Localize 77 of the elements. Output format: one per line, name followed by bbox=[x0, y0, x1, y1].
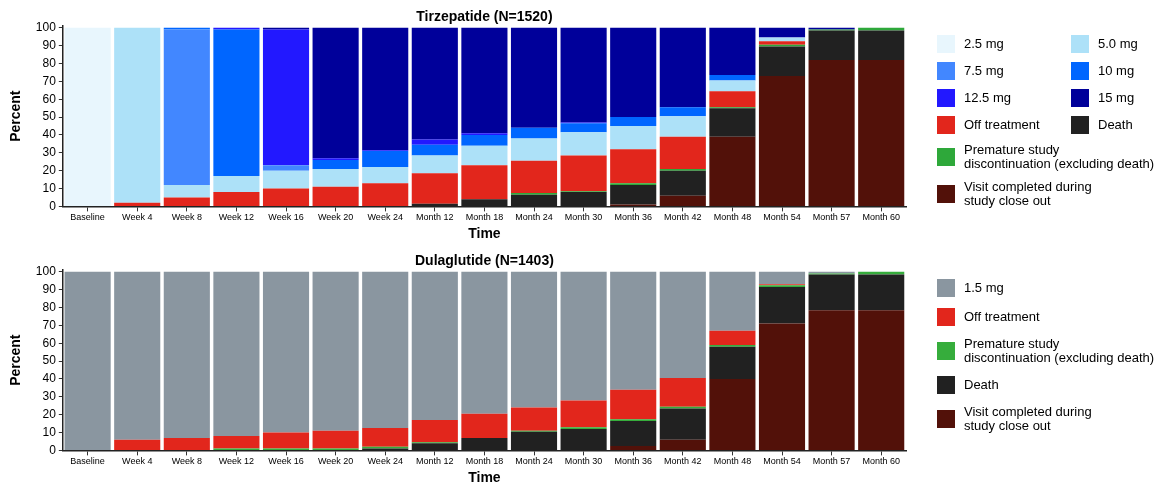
legend-label: 5.0 mg bbox=[1098, 36, 1138, 51]
legend-label: 10 mg bbox=[1098, 63, 1135, 78]
y-tick-label: 30 bbox=[42, 145, 57, 160]
y-tick-label: 20 bbox=[42, 406, 57, 421]
legend-label: Off treatment bbox=[964, 117, 1040, 132]
x-tick-label: Month 24 bbox=[515, 212, 553, 223]
x-tick-label: Baseline bbox=[70, 456, 105, 467]
y-tick-label: 10 bbox=[42, 424, 57, 439]
y-tick-label: 100 bbox=[35, 264, 57, 279]
x-axis-title: Time bbox=[468, 469, 501, 486]
x-tick-label: Week 24 bbox=[367, 212, 403, 223]
x-tick-label: Month 18 bbox=[465, 456, 504, 467]
y-tick-label: 30 bbox=[42, 389, 57, 404]
x-tick-label: Week 8 bbox=[171, 456, 202, 467]
y-tick-label: 50 bbox=[42, 353, 57, 368]
x-tick-label: Month 30 bbox=[564, 456, 603, 467]
y-tick-label: 40 bbox=[42, 127, 57, 142]
legend-label: Visit completed during study close out bbox=[964, 179, 1092, 208]
legend-label: Visit completed during study close out bbox=[964, 404, 1092, 433]
y-tick-label: 60 bbox=[42, 335, 57, 350]
y-axis-title: Percent bbox=[7, 90, 24, 142]
x-tick-label: Month 54 bbox=[763, 212, 801, 223]
legend-label: Death bbox=[1098, 117, 1133, 132]
y-tick-label: 40 bbox=[42, 371, 57, 386]
legend-label: 1.5 mg bbox=[964, 280, 1004, 295]
legend-label: 2.5 mg bbox=[964, 36, 1004, 51]
x-tick-label: Month 60 bbox=[862, 212, 900, 223]
y-tick-label: 60 bbox=[42, 91, 57, 106]
y-tick-label: 10 bbox=[42, 180, 57, 195]
y-tick-label: 50 bbox=[42, 109, 57, 124]
y-tick-label: 100 bbox=[35, 20, 57, 35]
chart-title: Tirzepatide (N=1520) bbox=[416, 7, 553, 24]
x-tick-label: Week 4 bbox=[122, 456, 153, 467]
legend-label: Off treatment bbox=[964, 309, 1040, 324]
x-tick-label: Week 12 bbox=[218, 212, 255, 223]
y-tick-label: 0 bbox=[49, 442, 57, 457]
x-tick-label: Month 48 bbox=[713, 212, 752, 223]
x-tick-label: Month 57 bbox=[812, 456, 851, 467]
x-tick-label: Month 54 bbox=[763, 456, 801, 467]
legend-label: Premature study discontinuation (excluding death) bbox=[964, 336, 1155, 365]
x-tick-label: Week 8 bbox=[171, 212, 202, 223]
x-tick-label: Baseline bbox=[70, 212, 105, 223]
x-tick-label: Month 42 bbox=[664, 212, 702, 223]
chart-title: Dulaglutide (N=1403) bbox=[414, 251, 554, 268]
legend-label: Premature study discontinuation (excluding death) bbox=[964, 142, 1155, 171]
legend-label: Death bbox=[964, 377, 999, 392]
y-axis-title: Percent bbox=[7, 334, 24, 386]
y-tick-label: 20 bbox=[42, 162, 57, 177]
x-tick-label: Month 57 bbox=[812, 212, 851, 223]
x-tick-label: Month 42 bbox=[664, 456, 702, 467]
x-tick-label: Month 24 bbox=[515, 456, 553, 467]
x-tick-label: Week 24 bbox=[367, 456, 403, 467]
y-tick-label: 90 bbox=[42, 37, 57, 52]
x-tick-label: Week 16 bbox=[268, 456, 304, 467]
x-tick-label: Month 60 bbox=[862, 456, 900, 467]
legend-label: 12.5 mg bbox=[964, 90, 1011, 105]
x-tick-label: Month 48 bbox=[713, 456, 752, 467]
x-tick-label: Week 4 bbox=[122, 212, 153, 223]
x-tick-label: Month 36 bbox=[614, 456, 652, 467]
y-tick-label: 90 bbox=[42, 281, 57, 296]
y-tick-label: 80 bbox=[42, 299, 57, 314]
y-tick-label: 0 bbox=[49, 198, 57, 213]
x-tick-label: Month 30 bbox=[564, 212, 603, 223]
legend-label: 7.5 mg bbox=[964, 63, 1004, 78]
x-tick-label: Month 12 bbox=[416, 212, 454, 223]
x-tick-label: Week 20 bbox=[317, 456, 354, 467]
x-tick-label: Month 18 bbox=[465, 212, 504, 223]
x-tick-label: Week 16 bbox=[268, 212, 304, 223]
legend-label: 15 mg bbox=[1098, 90, 1135, 105]
y-tick-label: 70 bbox=[42, 73, 57, 88]
x-axis-title: Time bbox=[468, 225, 501, 242]
y-tick-label: 80 bbox=[42, 55, 57, 70]
x-tick-label: Week 20 bbox=[317, 212, 354, 223]
x-tick-label: Month 36 bbox=[614, 212, 652, 223]
x-tick-label: Week 12 bbox=[218, 456, 255, 467]
x-tick-label: Month 12 bbox=[416, 456, 454, 467]
y-tick-label: 70 bbox=[42, 317, 57, 332]
